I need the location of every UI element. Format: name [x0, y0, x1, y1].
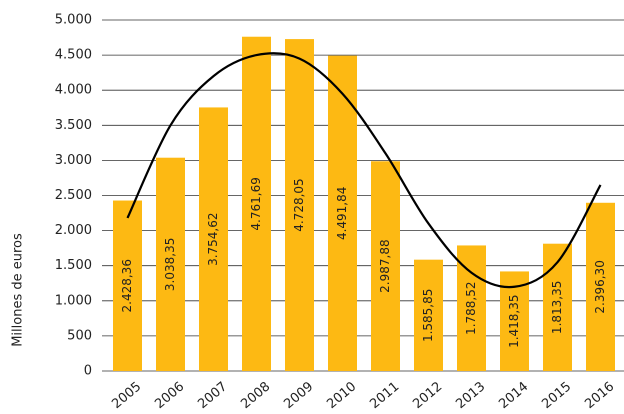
data-label: 1.418,35 — [507, 294, 521, 347]
x-tick-label: 2014 — [496, 379, 531, 412]
y-tick-label: 1.500 — [55, 258, 92, 273]
y-axis-label: Millones de euros — [11, 233, 26, 347]
y-tick-label: 500 — [67, 328, 92, 343]
bar — [285, 39, 314, 372]
data-label: 1.585,85 — [421, 289, 435, 342]
x-tick-label: 2009 — [281, 379, 316, 412]
bar — [457, 245, 486, 371]
data-label: 1.788,52 — [464, 282, 478, 335]
x-tick-label: 2013 — [453, 379, 488, 412]
x-tick-label: 2016 — [582, 379, 617, 412]
x-tick-label: 2010 — [324, 379, 359, 412]
y-tick-label: 2.000 — [55, 223, 92, 238]
y-tick-label: 4.500 — [55, 48, 92, 63]
y-tick-label: 2.500 — [55, 188, 92, 203]
y-tick-label: 3.500 — [55, 118, 92, 133]
x-tick-label: 2008 — [238, 379, 273, 412]
x-tick-label: 2006 — [152, 379, 187, 412]
data-label: 4.728,05 — [292, 178, 306, 231]
data-label: 2.987,88 — [378, 239, 392, 292]
data-label: 3.038,35 — [163, 238, 177, 291]
bar — [328, 55, 357, 372]
x-tick-label: 2012 — [410, 379, 445, 412]
y-tick-label: 0 — [84, 364, 92, 379]
x-tick-label: 2015 — [539, 379, 574, 412]
data-label: 4.761,69 — [249, 177, 263, 230]
bar — [500, 271, 529, 371]
data-label: 4.491,84 — [335, 187, 349, 240]
x-tick-label: 2005 — [109, 379, 144, 412]
trend-line — [126, 52, 602, 289]
y-tick-label: 3.000 — [55, 153, 92, 168]
bar — [242, 36, 271, 371]
x-tick-label: 2011 — [367, 379, 402, 412]
bar — [156, 157, 185, 371]
data-label: 3.754,62 — [206, 212, 220, 265]
bar — [414, 259, 443, 371]
data-label: 2.428,36 — [120, 259, 134, 312]
y-tick-label: 5.000 — [55, 13, 92, 28]
bar — [543, 243, 572, 371]
bar — [199, 107, 228, 372]
x-tick-label: 2007 — [195, 379, 230, 412]
data-label: 2.396,30 — [593, 260, 607, 313]
y-tick-label: 4.000 — [55, 83, 92, 98]
bar — [586, 202, 615, 371]
bar — [113, 200, 142, 371]
bar — [371, 161, 400, 371]
y-tick-label: 1.000 — [55, 293, 92, 308]
data-label: 1.813,35 — [550, 281, 564, 334]
